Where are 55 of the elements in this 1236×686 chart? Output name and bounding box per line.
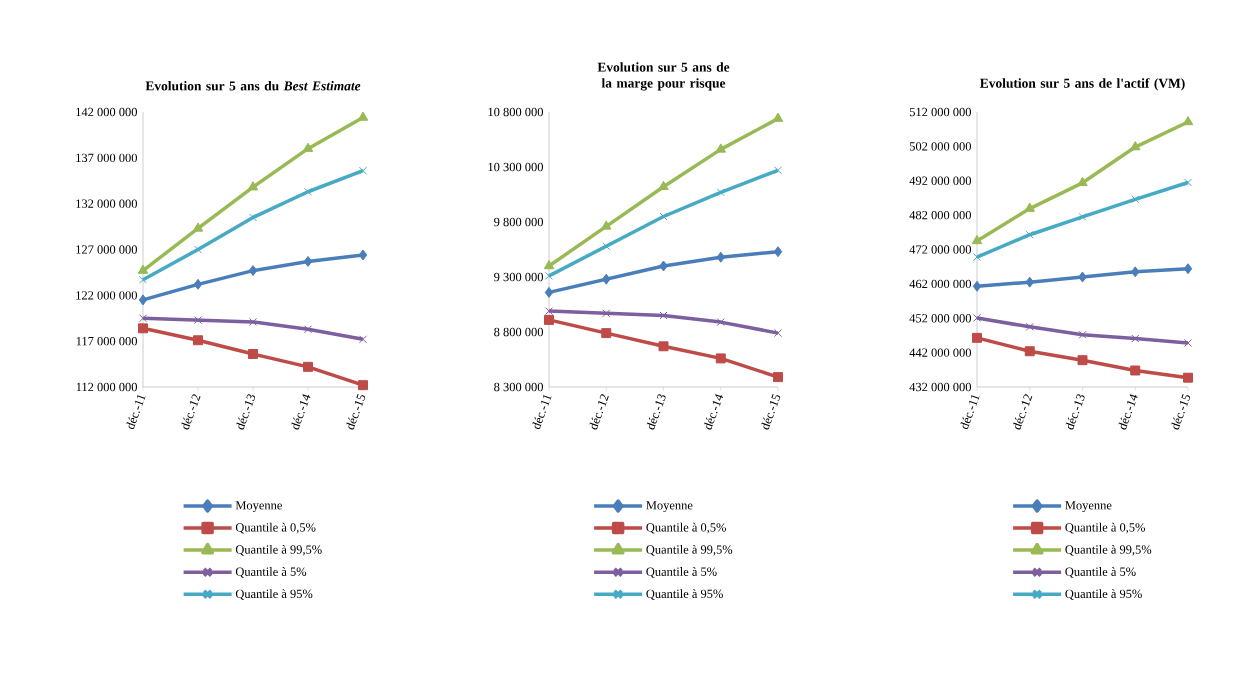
legend-label: Quantile à 5% [1065,567,1136,578]
y-tick-label: 9 300 000 [494,272,544,282]
y-tick-label: 432 000 000 [909,382,972,392]
x-tick-label: déc.-14 [703,394,724,430]
y-tick-label: 142 000 000 [76,107,137,117]
legend-label: Quantile à 99,5% [235,544,322,556]
y-tick-label: 462 000 000 [909,279,972,289]
legend-label: Quantile à 95% [1065,589,1142,600]
y-tick-label: 472 000 000 [909,245,972,254]
y-tick-label: 10 300 000 [488,162,544,172]
y-tick-label: 117 000 000 [76,336,137,346]
y-tick-label: 512 000 000 [909,107,972,117]
x-tick-label: déc.-15 [761,394,781,430]
x-tick-label: déc.-12 [1012,394,1033,430]
y-tick-label: 132 000 000 [76,199,137,208]
legend-label: Moyenne [646,501,693,513]
y-tick-label: 482 000 000 [909,210,972,220]
x-tick-label: déc.-15 [346,394,366,430]
y-tick-label: 8 800 000 [494,327,544,337]
chart-title: Evolution sur 5 ans de l'actif (VM) [980,78,1185,91]
y-tick-label: 442 000 000 [909,348,972,357]
y-tick-label: 9 800 000 [494,217,544,227]
y-tick-label: 452 000 000 [909,314,972,323]
x-tick-label: déc.-12 [181,394,201,430]
y-tick-label: 492 000 000 [909,176,972,185]
x-tick-label: déc.-14 [1118,394,1138,430]
legend-label: Quantile à 99,5% [646,544,733,556]
x-tick-label: déc.-14 [291,394,311,430]
legend-label: Quantile à 0,5% [646,522,727,534]
legend-label: Quantile à 95% [646,589,723,600]
y-tick-label: 502 000 000 [909,142,972,151]
legend-label: Quantile à 0,5% [1065,522,1146,534]
legend-label: Quantile à 5% [646,567,717,578]
x-tick-label: déc.-13 [646,394,666,430]
x-tick-label: déc.-11 [532,395,552,430]
y-tick-label: 10 800 000 [488,107,544,117]
y-tick-label: 112 000 000 [76,382,137,392]
chart-title: Evolution sur 5 ans de la marge pour risque [597,62,730,91]
y-tick-label: 127 000 000 [76,245,137,254]
legend-label: Moyenne [235,501,282,513]
y-tick-label: 122 000 000 [76,291,137,300]
x-tick-label: déc.-13 [1065,394,1085,430]
x-tick-label: déc.-11 [126,395,146,430]
legend-label: Quantile à 99,5% [1065,544,1152,556]
chart-title: Evolution sur 5 ans du Best Estimate [145,81,361,91]
legend-label: Quantile à 95% [235,589,313,600]
x-tick-label: déc.-12 [589,394,609,430]
legend-label: Moyenne [1065,501,1112,513]
legend-label: Quantile à 5% [235,567,307,578]
x-tick-label: déc.-13 [236,394,256,430]
x-tick-label: déc.-15 [1171,394,1191,430]
y-tick-label: 8 300 000 [494,382,544,392]
y-tick-label: 137 000 000 [76,153,137,163]
legend-label: Quantile à 0,5% [235,522,316,534]
x-tick-label: déc.-11 [960,395,980,430]
